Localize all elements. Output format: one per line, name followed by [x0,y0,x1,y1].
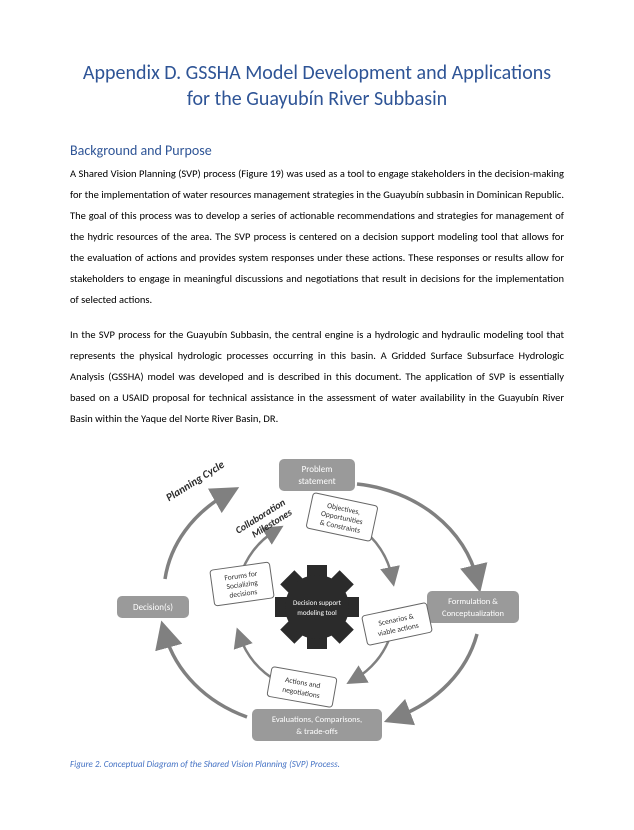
figure-caption: Figure 2. Conceptual Diagram of the Shar… [70,759,564,770]
inner-box-scenarios: Scenarios & viable actions [362,602,433,645]
outer-box-problem-line1: Problem [302,464,333,475]
inner-box-actions: Actions and negotiations [267,666,337,707]
inner-box-forums: Forums for Socializing decisions [210,562,274,606]
inner-box-objectives: Objectives, Opportunities & Constraints [306,493,378,542]
center-gear: Decision support modeling tool [275,565,359,649]
outer-box-evaluations-line2: & trade-offs [296,727,338,737]
outer-arrow-3 [165,634,247,717]
gear-label-line1: Decision support [293,598,342,607]
section-heading-background: Background and Purpose [70,142,564,159]
document-title: Appendix D. GSSHA Model Development and … [70,60,564,112]
outer-box-problem-line2: statement [298,476,335,487]
outer-box-formulation: Formulation & Conceptualization [427,591,519,623]
outer-arrow-1 [357,484,477,579]
outer-box-decisions: Decision(s) [117,596,189,618]
outer-arrow-4 [165,494,227,579]
outer-box-formulation-line2: Conceptualization [442,609,504,619]
outer-box-evaluations: Evaluations, Comparisons, & trade-offs [252,709,382,741]
paragraph-2: In the SVP process for the Guayubín Subb… [70,324,564,429]
outer-box-evaluations-line1: Evaluations, Comparisons, [272,715,362,725]
label-planning-cycle: Planning Cycle [164,458,228,504]
figure-svp-diagram: Problem statement Formulation & Conceptu… [70,449,564,749]
paragraph-1: A Shared Vision Planning (SVP) process (… [70,163,564,310]
svp-diagram-svg: Problem statement Formulation & Conceptu… [107,449,527,749]
outer-box-problem: Problem statement [279,459,355,491]
outer-arrow-2 [397,634,477,717]
outer-box-decisions-line1: Decision(s) [133,602,173,613]
gear-label-line2: modeling tool [297,608,337,617]
outer-box-formulation-line1: Formulation & [448,597,498,607]
